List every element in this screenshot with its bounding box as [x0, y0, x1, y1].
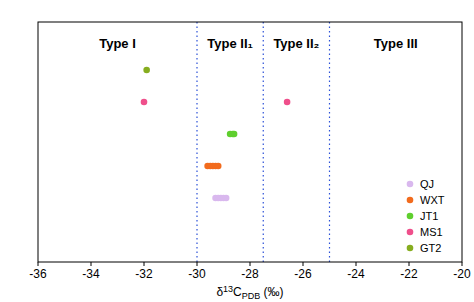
region-label: Type III: [374, 36, 418, 51]
chart-container: Type I Type II₁ Type II₂ Type III -36 -34 -32 -…: [0, 0, 474, 302]
point: [141, 99, 148, 106]
x-tick: [91, 262, 92, 266]
region-label: Type II₁: [207, 36, 253, 51]
legend-marker: [407, 245, 414, 252]
legend-label: JT1: [420, 210, 438, 222]
legend-marker: [407, 229, 414, 236]
region-boundary: [329, 22, 330, 262]
legend-label: QJ: [420, 178, 434, 190]
legend-label: MS1: [420, 226, 443, 238]
x-tick-label: -32: [135, 267, 153, 281]
x-tick-label: -30: [188, 267, 206, 281]
x-axis-label: δ13CPDB (‰): [216, 284, 283, 301]
x-tick: [462, 262, 463, 266]
point: [223, 195, 230, 202]
legend-marker: [407, 197, 414, 204]
x-tick: [144, 262, 145, 266]
point: [231, 131, 238, 138]
legend-label: GT2: [420, 242, 441, 254]
point: [284, 99, 291, 106]
x-tick: [250, 262, 251, 266]
points: [141, 67, 291, 202]
x-tick: [197, 262, 198, 266]
point: [143, 67, 150, 74]
x-tick-label: -34: [82, 267, 100, 281]
x-tick-label: -26: [294, 267, 312, 281]
x-tick: [409, 262, 410, 266]
region-boundary: [263, 22, 264, 262]
plot-frame: [38, 22, 462, 262]
legend-label: WXT: [420, 194, 445, 206]
region-label: Type II₂: [273, 36, 319, 51]
x-tick-label: -20: [453, 267, 471, 281]
x-tick-label: -36: [29, 267, 47, 281]
x-tick: [303, 262, 304, 266]
x-tick-label: -28: [241, 267, 259, 281]
legend-marker: [407, 213, 414, 220]
point: [215, 163, 222, 170]
x-tick-label: -24: [347, 267, 365, 281]
x-tick: [356, 262, 357, 266]
chart-svg: Type I Type II₁ Type II₂ Type III -36 -34 -32 -…: [0, 0, 474, 302]
x-tick-label: -22: [400, 267, 418, 281]
x-tick: [38, 262, 39, 266]
region-boundary: [196, 22, 197, 262]
legend-marker: [407, 181, 414, 188]
region-label: Type I: [99, 36, 136, 51]
